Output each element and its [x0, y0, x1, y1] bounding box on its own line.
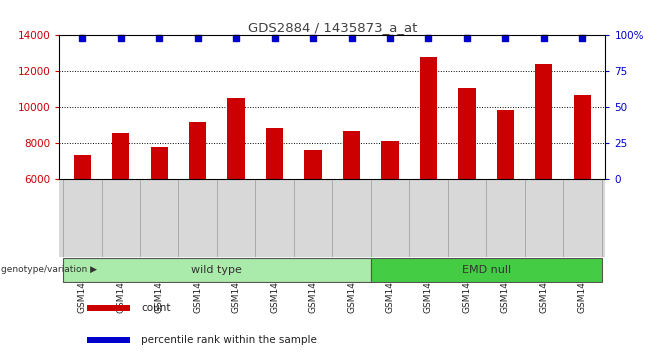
- Bar: [497, 110, 514, 179]
- Text: wild type: wild type: [191, 265, 242, 275]
- Text: EMD null: EMD null: [461, 265, 511, 275]
- Bar: [151, 147, 168, 179]
- Bar: [228, 98, 245, 179]
- Bar: [458, 88, 476, 179]
- Bar: [87, 337, 130, 343]
- Bar: [87, 305, 130, 311]
- Bar: [370, 258, 601, 282]
- Bar: [343, 131, 360, 179]
- Title: GDS2884 / 1435873_a_at: GDS2884 / 1435873_a_at: [247, 21, 417, 34]
- Bar: [382, 141, 399, 179]
- Bar: [574, 96, 591, 179]
- Bar: [266, 128, 283, 179]
- Bar: [420, 57, 437, 179]
- Bar: [63, 258, 370, 282]
- Text: genotype/variation ▶: genotype/variation ▶: [1, 266, 97, 274]
- Text: percentile rank within the sample: percentile rank within the sample: [141, 335, 317, 345]
- Bar: [74, 155, 91, 179]
- Bar: [112, 133, 130, 179]
- Bar: [305, 150, 322, 179]
- Text: count: count: [141, 303, 170, 313]
- Bar: [189, 122, 207, 179]
- Bar: [535, 64, 553, 179]
